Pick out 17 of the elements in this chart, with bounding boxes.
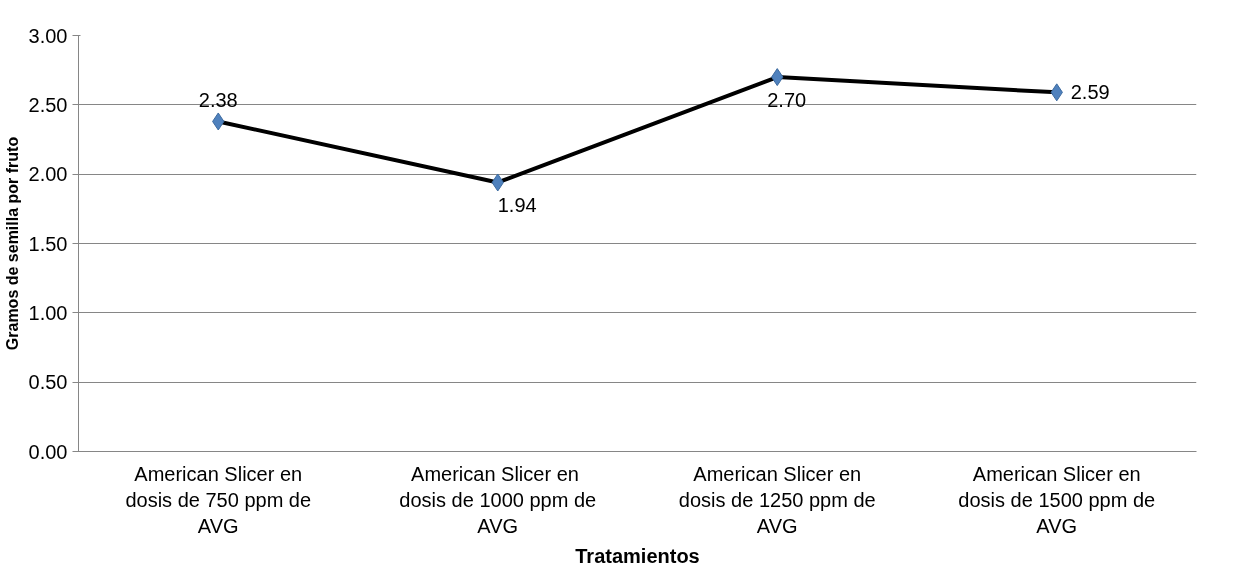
data-label: 2.70 [767, 89, 807, 112]
y-tick-label: 2.00 [28, 163, 68, 186]
x-tick-label: American Slicer en dosis de 1000 ppm de AVG [399, 462, 597, 538]
x-tick-label: American Slicer en dosis de 1500 ppm de AVG [958, 462, 1156, 538]
y-tick-label: 0.00 [28, 440, 68, 463]
y-tick-label: 0.50 [28, 371, 68, 394]
x-tick-label: American Slicer en dosis de 750 ppm de AVG [125, 462, 312, 538]
y-tick-label: 1.00 [28, 301, 68, 324]
y-tick-label: 1.50 [28, 232, 68, 255]
data-label: 1.94 [497, 194, 537, 217]
x-tick-label: American Slicer en dosis de 1250 ppm de AVG [678, 462, 876, 538]
y-axis-title: Gramos de semilla por fruto [3, 136, 21, 351]
y-tick-label: 3.00 [28, 24, 68, 47]
data-label: 2.38 [198, 89, 238, 112]
data-label: 2.59 [1070, 81, 1110, 104]
y-tick-label: 2.50 [28, 93, 68, 116]
x-axis-title: Tratamientos [575, 545, 700, 568]
